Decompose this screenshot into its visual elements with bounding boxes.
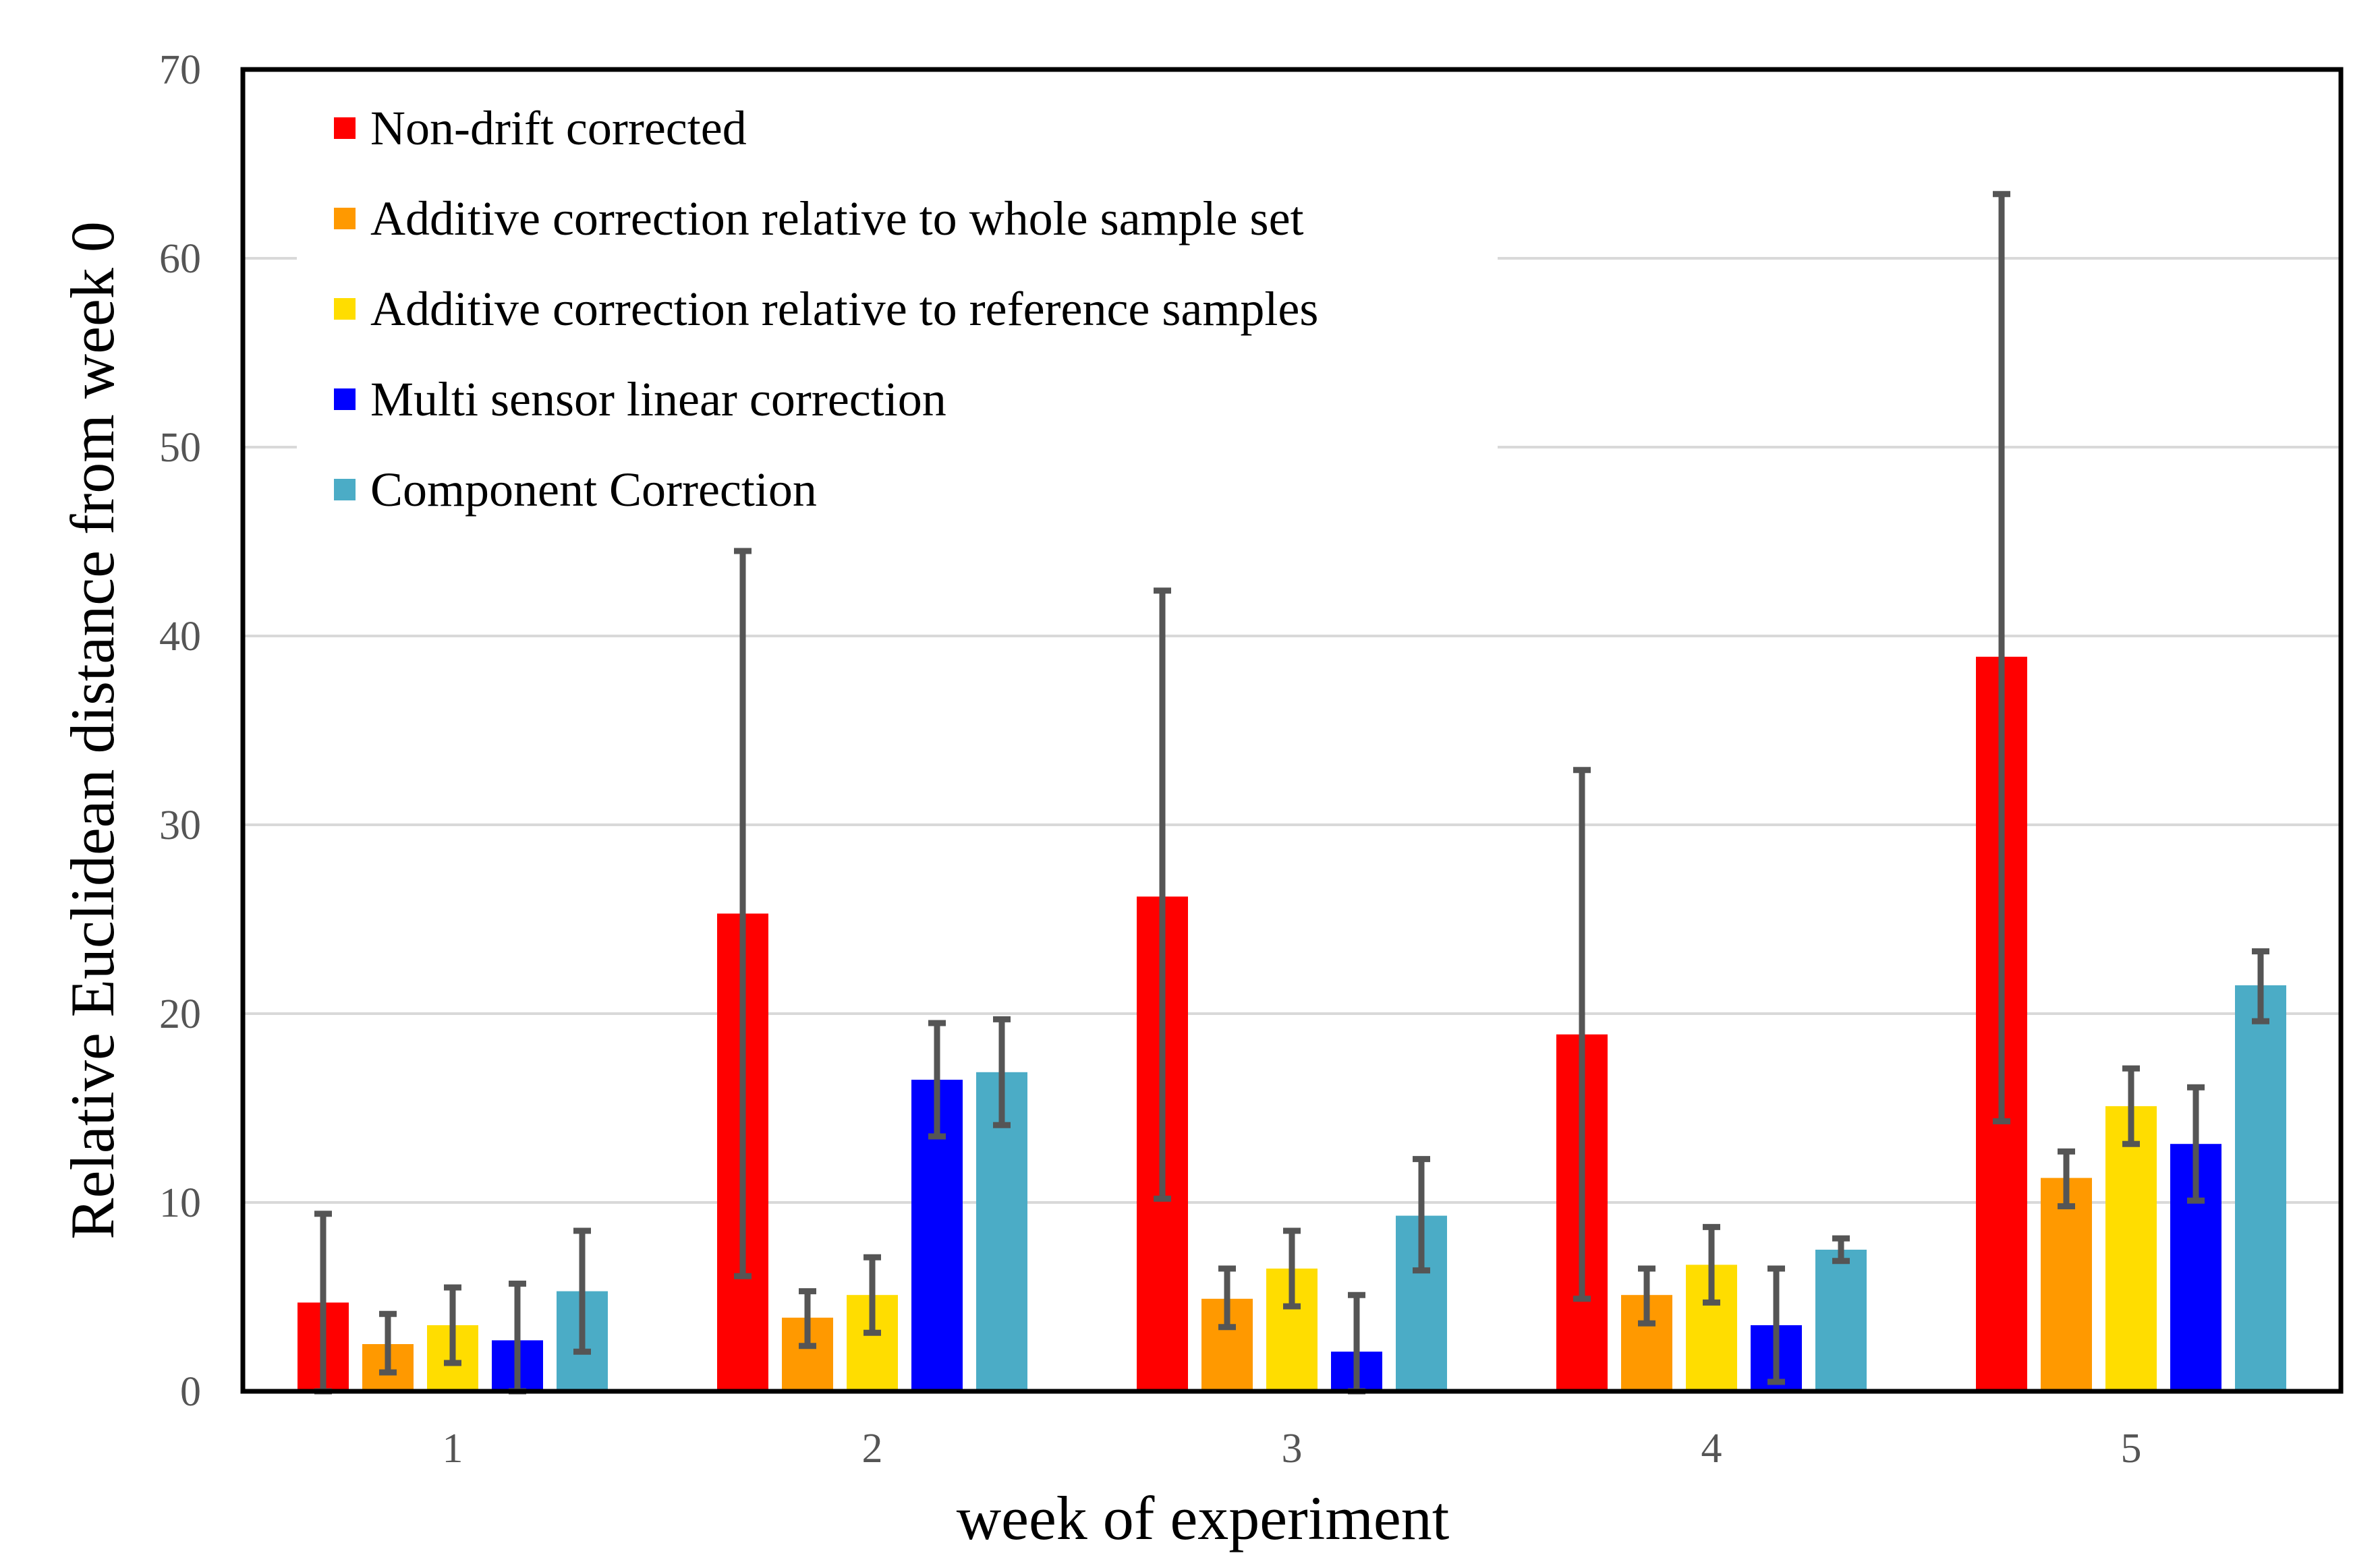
legend-swatch (334, 208, 356, 229)
y-tick-label: 30 (159, 803, 201, 848)
legend-label: Additive correction relative to referenc… (370, 282, 1318, 336)
legend-box (297, 81, 1498, 526)
plot-area-frame (240, 67, 2344, 1394)
y-axis-ticks: 0 10 20 30 40 50 60 70 (159, 47, 201, 1415)
bar (2105, 1106, 2157, 1391)
bar (1815, 1250, 1867, 1391)
y-tick-label: 40 (159, 614, 201, 660)
legend-swatch (334, 298, 356, 320)
y-tick-label: 10 (159, 1180, 201, 1226)
legend-swatch (334, 479, 356, 500)
x-tick-label: 2 (862, 1426, 883, 1472)
x-tick-label: 4 (1701, 1426, 1722, 1472)
x-tick-label: 1 (443, 1426, 463, 1472)
error-bars (314, 191, 2269, 1395)
x-axis-title: week of experiment (957, 1484, 1450, 1552)
y-tick-label: 0 (180, 1369, 201, 1415)
x-tick-label: 3 (1282, 1426, 1303, 1472)
legend-label: Additive correction relative to whole sa… (370, 192, 1304, 245)
legend-label: Component Correction (370, 463, 817, 517)
y-tick-label: 70 (159, 47, 201, 93)
y-tick-label: 20 (159, 991, 201, 1037)
legend: Non-drift corrected Additive correction r… (334, 101, 1318, 517)
legend-swatch (334, 117, 356, 139)
legend-label: Multi sensor linear correction (370, 372, 946, 426)
x-tick-label: 5 (2121, 1426, 2142, 1472)
legend-label: Non-drift corrected (370, 101, 747, 155)
bar (2041, 1178, 2092, 1391)
y-tick-label: 60 (159, 236, 201, 282)
y-tick-label: 50 (159, 425, 201, 471)
x-axis-ticks: 1 2 3 4 5 (443, 1426, 2142, 1472)
bar (2235, 985, 2286, 1391)
y-axis-title: Relative Euclidean distance from week 0 (58, 221, 127, 1240)
legend-swatch (334, 388, 356, 410)
